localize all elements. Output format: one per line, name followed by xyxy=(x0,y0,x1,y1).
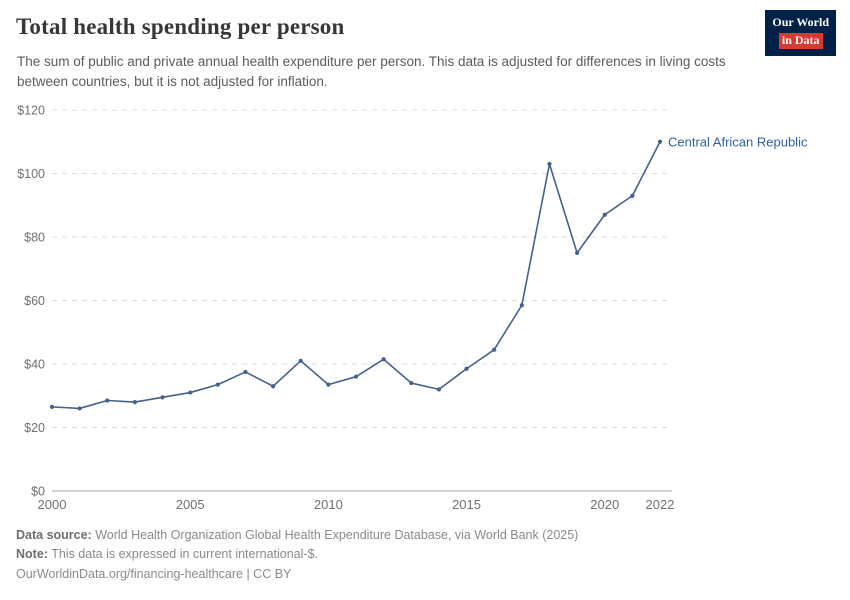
y-tick-label: $100 xyxy=(17,167,45,181)
data-point[interactable] xyxy=(49,404,55,409)
owid-logo-line1: Our World xyxy=(772,15,829,29)
data-point[interactable] xyxy=(492,347,497,352)
data-point[interactable] xyxy=(77,406,82,411)
data-point[interactable] xyxy=(298,358,303,363)
data-point[interactable] xyxy=(519,303,524,308)
data-point[interactable] xyxy=(215,382,220,387)
page-title: Total health spending per person xyxy=(16,14,345,39)
data-point[interactable] xyxy=(132,400,138,405)
x-tick-label: 2010 xyxy=(314,497,343,512)
series-end-label[interactable]: Central African Republic xyxy=(668,134,808,149)
data-point[interactable] xyxy=(160,395,165,400)
x-tick-label: 2020 xyxy=(590,497,619,512)
x-tick-label: 2005 xyxy=(176,497,205,512)
y-tick-label: $80 xyxy=(24,231,45,245)
data-point[interactable] xyxy=(353,374,359,379)
note-line: Note: This data is expressed in current … xyxy=(16,545,578,564)
chart-footer: Data source: World Health Organization G… xyxy=(16,526,578,584)
x-tick-label: 2015 xyxy=(452,497,481,512)
chart-subtitle: The sum of public and private annual hea… xyxy=(17,54,726,89)
owid-logo-line2: in Data xyxy=(778,33,823,49)
data-point[interactable] xyxy=(630,193,635,198)
data-point[interactable] xyxy=(409,380,414,386)
data-source-label: Data source: xyxy=(16,528,92,542)
data-source-text: World Health Organization Global Health … xyxy=(91,528,579,542)
data-point[interactable] xyxy=(381,357,386,362)
x-tick-label: 2000 xyxy=(38,497,67,512)
y-tick-label: $20 xyxy=(24,421,45,435)
note-text: This data is expressed in current intern… xyxy=(47,547,319,562)
data-point[interactable] xyxy=(326,382,331,387)
data-point[interactable] xyxy=(243,369,248,375)
data-point[interactable] xyxy=(547,161,552,167)
y-tick-label: $0 xyxy=(31,485,45,499)
data-point[interactable] xyxy=(464,366,469,371)
data-line[interactable] xyxy=(51,141,661,410)
y-tick-label: $60 xyxy=(24,294,45,308)
data-source-line: Data source: World Health Organization G… xyxy=(16,526,578,545)
data-point[interactable] xyxy=(657,139,663,144)
owid-logo[interactable]: Our World in Data xyxy=(765,10,836,56)
data-point[interactable] xyxy=(105,398,110,403)
x-tick-label: 2022 xyxy=(646,497,675,512)
data-point[interactable] xyxy=(188,390,193,395)
note-label: Note: xyxy=(16,547,48,562)
data-point[interactable] xyxy=(574,250,580,255)
owid-link[interactable]: OurWorldinData.org/financing-healthcare … xyxy=(16,566,292,581)
y-tick-label: $40 xyxy=(24,358,45,372)
data-point[interactable] xyxy=(602,212,607,217)
data-point[interactable] xyxy=(436,387,442,392)
y-tick-label: $120 xyxy=(17,104,45,118)
data-point[interactable] xyxy=(270,384,276,389)
